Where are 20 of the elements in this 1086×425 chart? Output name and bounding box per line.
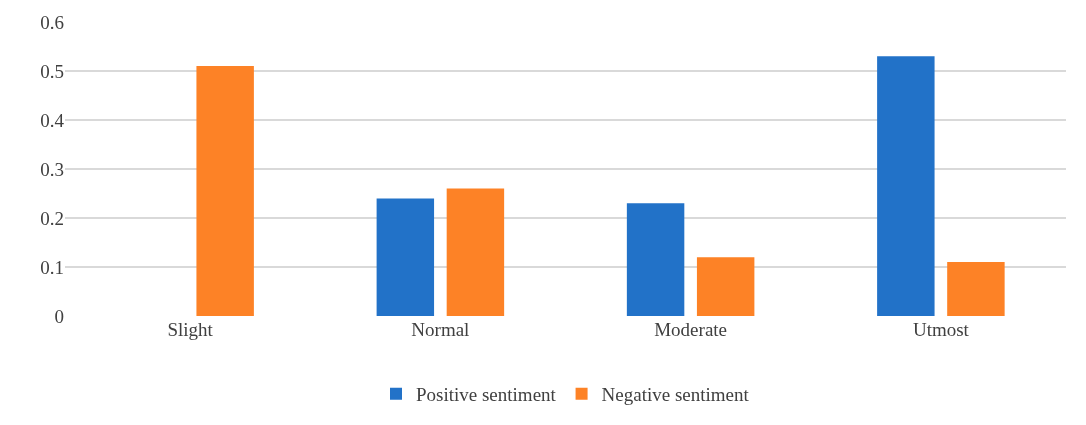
legend-label: Negative sentiment [601,384,750,406]
bar [696,257,755,316]
y-tick-label: 0.5 [40,60,64,82]
legend-label: Positive sentiment [416,384,557,406]
x-tick-label: Moderate [654,319,728,340]
bar [626,203,685,316]
y-tick-label: 0.4 [40,109,65,131]
bar [196,66,254,316]
x-tick-label: Normal [411,319,470,340]
y-tick-label: 0.1 [40,256,64,278]
bar [446,188,505,316]
bar [947,262,1005,316]
bar [376,198,435,316]
y-tick-label: 0.3 [40,158,64,180]
y-tick-label: 0.2 [40,207,64,229]
x-tick-label: Slight [167,319,214,340]
y-tick-label: 0 [54,305,64,327]
x-tick-label: Utmost [912,319,970,340]
y-tick-label: 0.6 [40,11,64,33]
bar [877,56,935,316]
